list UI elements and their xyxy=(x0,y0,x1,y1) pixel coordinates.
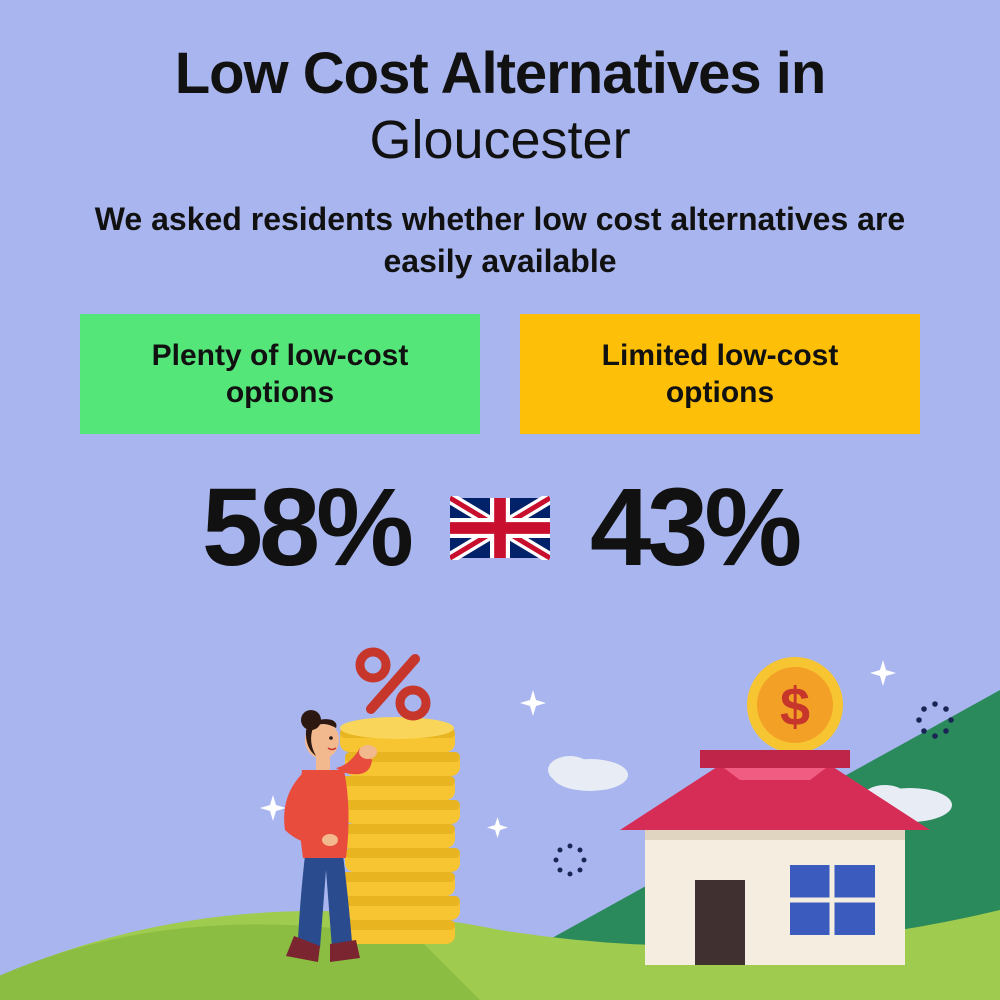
dollar-coin-icon: $ xyxy=(747,657,843,753)
coin-stack-icon xyxy=(340,717,460,944)
stats-row: 58% 43% xyxy=(0,464,1000,591)
badges-row: Plenty of low-cost options Limited low-c… xyxy=(0,314,1000,434)
svg-text:$: $ xyxy=(780,677,810,737)
title-line2: Gloucester xyxy=(0,109,1000,171)
badge-plenty: Plenty of low-cost options xyxy=(80,314,480,434)
title-line1: Low Cost Alternatives in xyxy=(0,40,1000,107)
percent-icon xyxy=(360,652,426,716)
uk-flag-icon xyxy=(450,496,550,560)
stat-left: 58% xyxy=(70,464,410,591)
stat-right: 43% xyxy=(590,464,930,591)
subtitle: We asked residents whether low cost alte… xyxy=(0,199,1000,282)
badge-plenty-label: Plenty of low-cost options xyxy=(110,337,450,412)
badge-limited: Limited low-cost options xyxy=(520,314,920,434)
badge-limited-label: Limited low-cost options xyxy=(550,337,890,412)
illustration: $ xyxy=(0,630,1000,1000)
